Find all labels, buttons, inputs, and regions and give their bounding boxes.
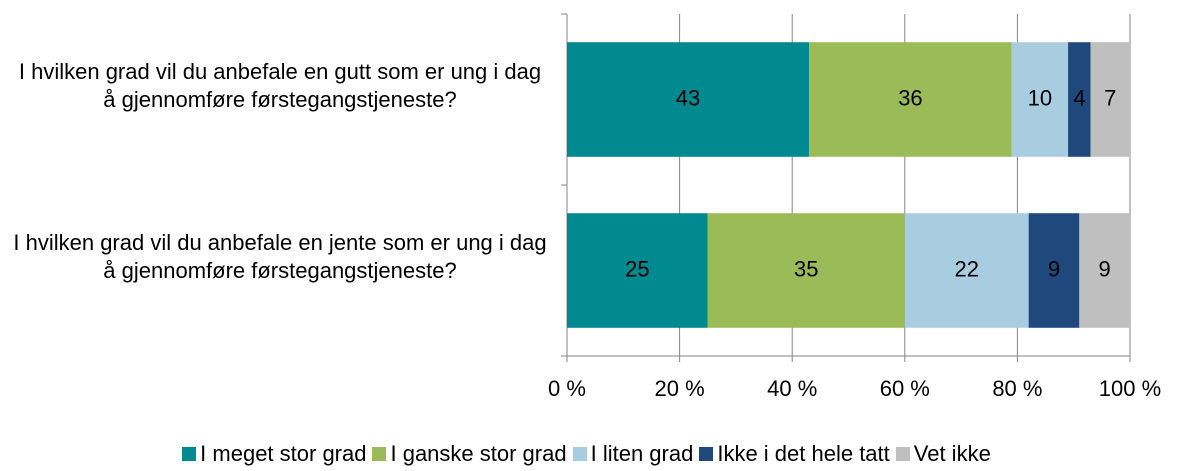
bar-segment <box>567 42 810 157</box>
legend-label: I liten grad <box>590 441 694 466</box>
legend-label: Ikke i det hele tatt <box>717 441 890 466</box>
legend-swatch <box>572 447 587 461</box>
data-label: 9 <box>1099 256 1111 281</box>
x-tick-label: 80 % <box>992 376 1042 401</box>
x-tick-label: 100 % <box>1099 376 1161 401</box>
legend-label: I ganske stor grad <box>390 441 567 466</box>
x-tick-label: 60 % <box>880 376 930 401</box>
x-tick-label: 20 % <box>655 376 705 401</box>
legend-item: I ganske stor grad <box>372 441 567 467</box>
legend-swatch <box>182 447 197 461</box>
data-label: 22 <box>954 256 978 281</box>
legend: I meget stor grad I ganske stor grad I lit… <box>0 441 1179 467</box>
bar-segment <box>1090 42 1130 157</box>
data-label: 35 <box>794 256 818 281</box>
data-label: 43 <box>676 85 700 110</box>
x-tick-label: 40 % <box>767 376 817 401</box>
legend-item: Vet ikke <box>895 441 991 467</box>
category-label: I hvilken grad vil du anbefale en gutt s… <box>18 58 542 112</box>
legend-swatch <box>372 447 387 461</box>
legend-label: Vet ikke <box>913 441 991 466</box>
bar-segment <box>809 42 1012 157</box>
bar-segment <box>1011 42 1069 157</box>
data-label: 10 <box>1028 85 1052 110</box>
bar-segment <box>707 213 905 328</box>
legend-item: I liten grad <box>572 441 694 467</box>
bar-segment <box>904 213 1029 328</box>
data-label: 36 <box>898 85 922 110</box>
category-label: I hvilken grad vil du anbefale en jente … <box>13 229 547 283</box>
data-label: 4 <box>1073 85 1085 110</box>
legend-item: Ikke i det hele tatt <box>699 441 890 467</box>
data-label: 25 <box>625 256 649 281</box>
bar-segment <box>567 213 708 328</box>
legend-label: I meget stor grad <box>200 441 367 466</box>
data-label: 9 <box>1048 256 1060 281</box>
legend-item: I meget stor grad <box>182 441 366 467</box>
x-tick-label: 0 % <box>548 376 586 401</box>
bar-segment <box>1028 213 1080 328</box>
legend-swatch <box>895 447 910 461</box>
bar-segment <box>1079 213 1130 328</box>
bar-segment <box>1068 42 1091 157</box>
data-label: 7 <box>1104 85 1116 110</box>
legend-swatch <box>699 447 714 461</box>
